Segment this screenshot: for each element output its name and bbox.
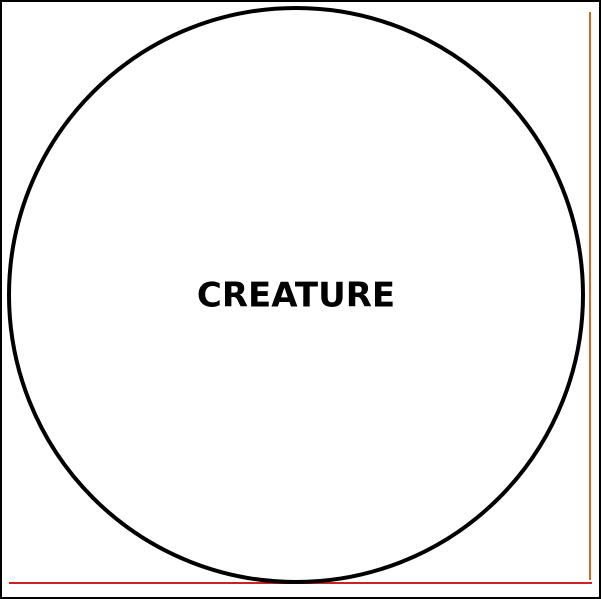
creature-circle xyxy=(7,6,585,584)
creature-label: CREATURE xyxy=(197,276,395,316)
